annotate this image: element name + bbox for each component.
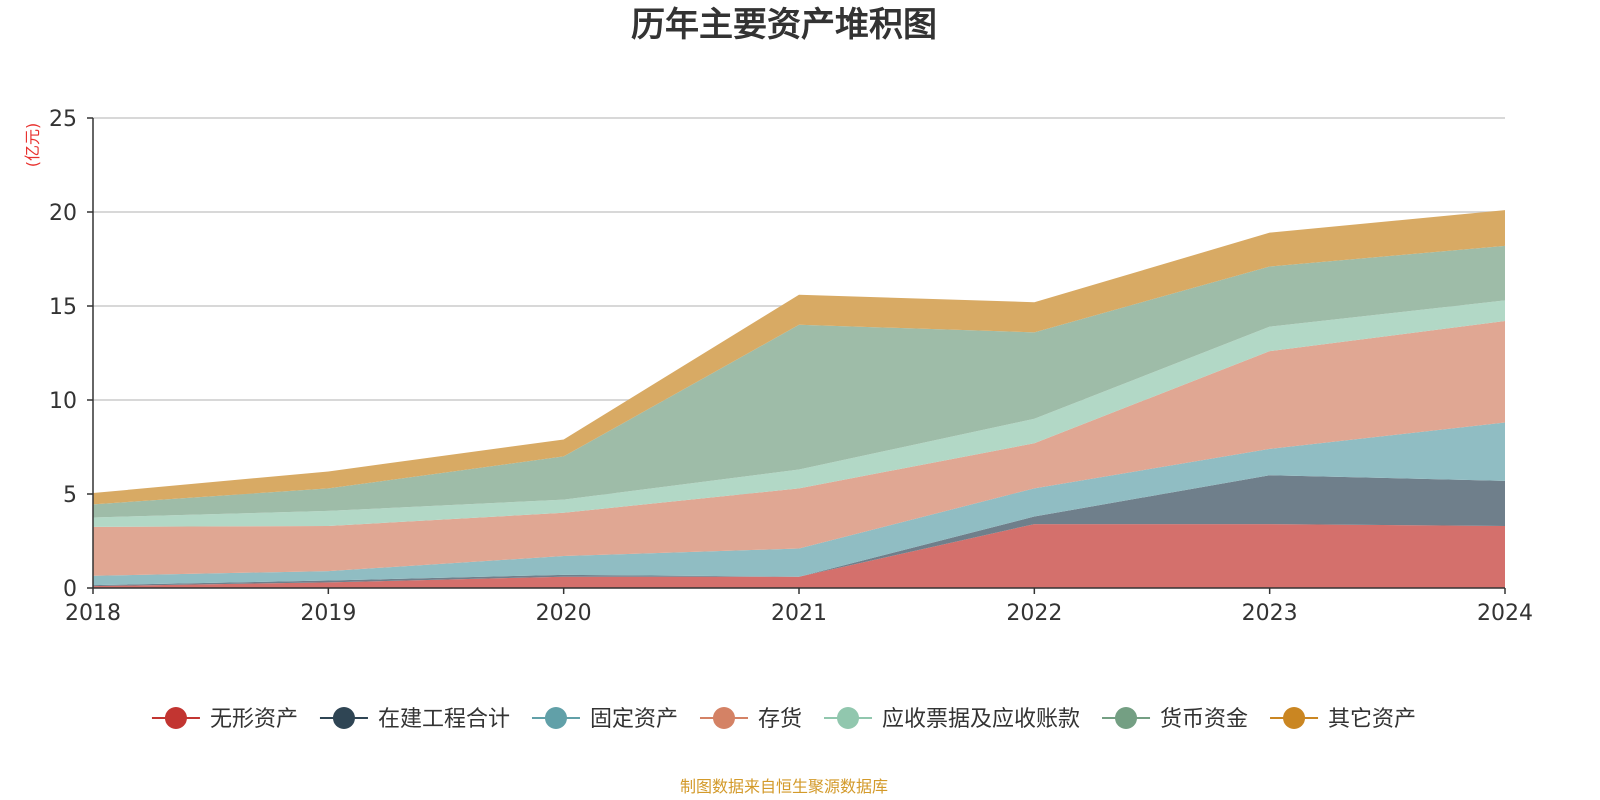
area-5 — [93, 300, 1505, 527]
y-tick-label: 5 — [63, 483, 77, 508]
x-tick-label: 2024 — [1477, 601, 1533, 626]
legend-item[interactable]: 固定资产 — [531, 707, 678, 732]
legend-marker — [164, 707, 187, 729]
legend-item[interactable]: 在建工程合计 — [319, 707, 510, 732]
area-2 — [93, 475, 1505, 587]
legend-marker — [712, 707, 735, 729]
legend-label: 存货 — [758, 707, 802, 732]
y-tick-label: 15 — [49, 295, 77, 320]
y-axis-unit-label: (亿元) — [23, 123, 42, 168]
axes: 0 5 10 15 20 25 2018 2019 2020 2021 2022 2023 2024 — [49, 107, 1533, 626]
legend-label: 在建工程合计 — [378, 707, 510, 732]
area-4 — [93, 321, 1505, 576]
area-3 — [93, 422, 1505, 586]
x-tick-label: 2020 — [536, 601, 592, 626]
legend-label: 应收票据及应收账款 — [882, 707, 1080, 732]
y-tick-label: 25 — [49, 107, 77, 132]
legend-label: 货币资金 — [1160, 707, 1248, 732]
area-1 — [93, 524, 1505, 588]
area-7 — [93, 210, 1505, 505]
x-tick-label: 2023 — [1242, 601, 1298, 626]
legend-item[interactable]: 应收票据及应收账款 — [824, 707, 1080, 732]
x-tick-label: 2019 — [300, 601, 356, 626]
x-tick-label: 2018 — [65, 601, 121, 626]
area-series — [93, 210, 1505, 588]
legend-marker — [544, 707, 567, 729]
legend-item[interactable]: 其它资产 — [1270, 707, 1416, 732]
legend-item[interactable]: 无形资产 — [151, 707, 298, 732]
chart-title: 历年主要资产堆积图 — [631, 5, 937, 45]
legend: 无形资产 在建工程合计 固定资产 存货 应收票据及应收账款 货币资金 其它资产 — [151, 707, 1416, 732]
legend-label: 其它资产 — [1328, 707, 1416, 732]
legend-item[interactable]: 存货 — [699, 707, 802, 732]
legend-marker — [837, 707, 860, 729]
legend-label: 无形资产 — [210, 707, 298, 732]
source-note: 制图数据来自恒生聚源数据库 — [680, 777, 888, 796]
x-tick-label: 2022 — [1006, 601, 1062, 626]
legend-marker — [332, 707, 355, 729]
y-tick-label: 10 — [49, 389, 77, 414]
y-tick-label: 20 — [49, 201, 77, 226]
y-tick-label: 0 — [63, 577, 77, 602]
legend-marker — [1115, 707, 1138, 729]
legend-item[interactable]: 货币资金 — [1102, 707, 1248, 732]
x-tick-label: 2021 — [771, 601, 827, 626]
legend-label: 固定资产 — [590, 707, 678, 732]
area-6 — [93, 245, 1505, 518]
legend-marker — [1283, 707, 1306, 729]
